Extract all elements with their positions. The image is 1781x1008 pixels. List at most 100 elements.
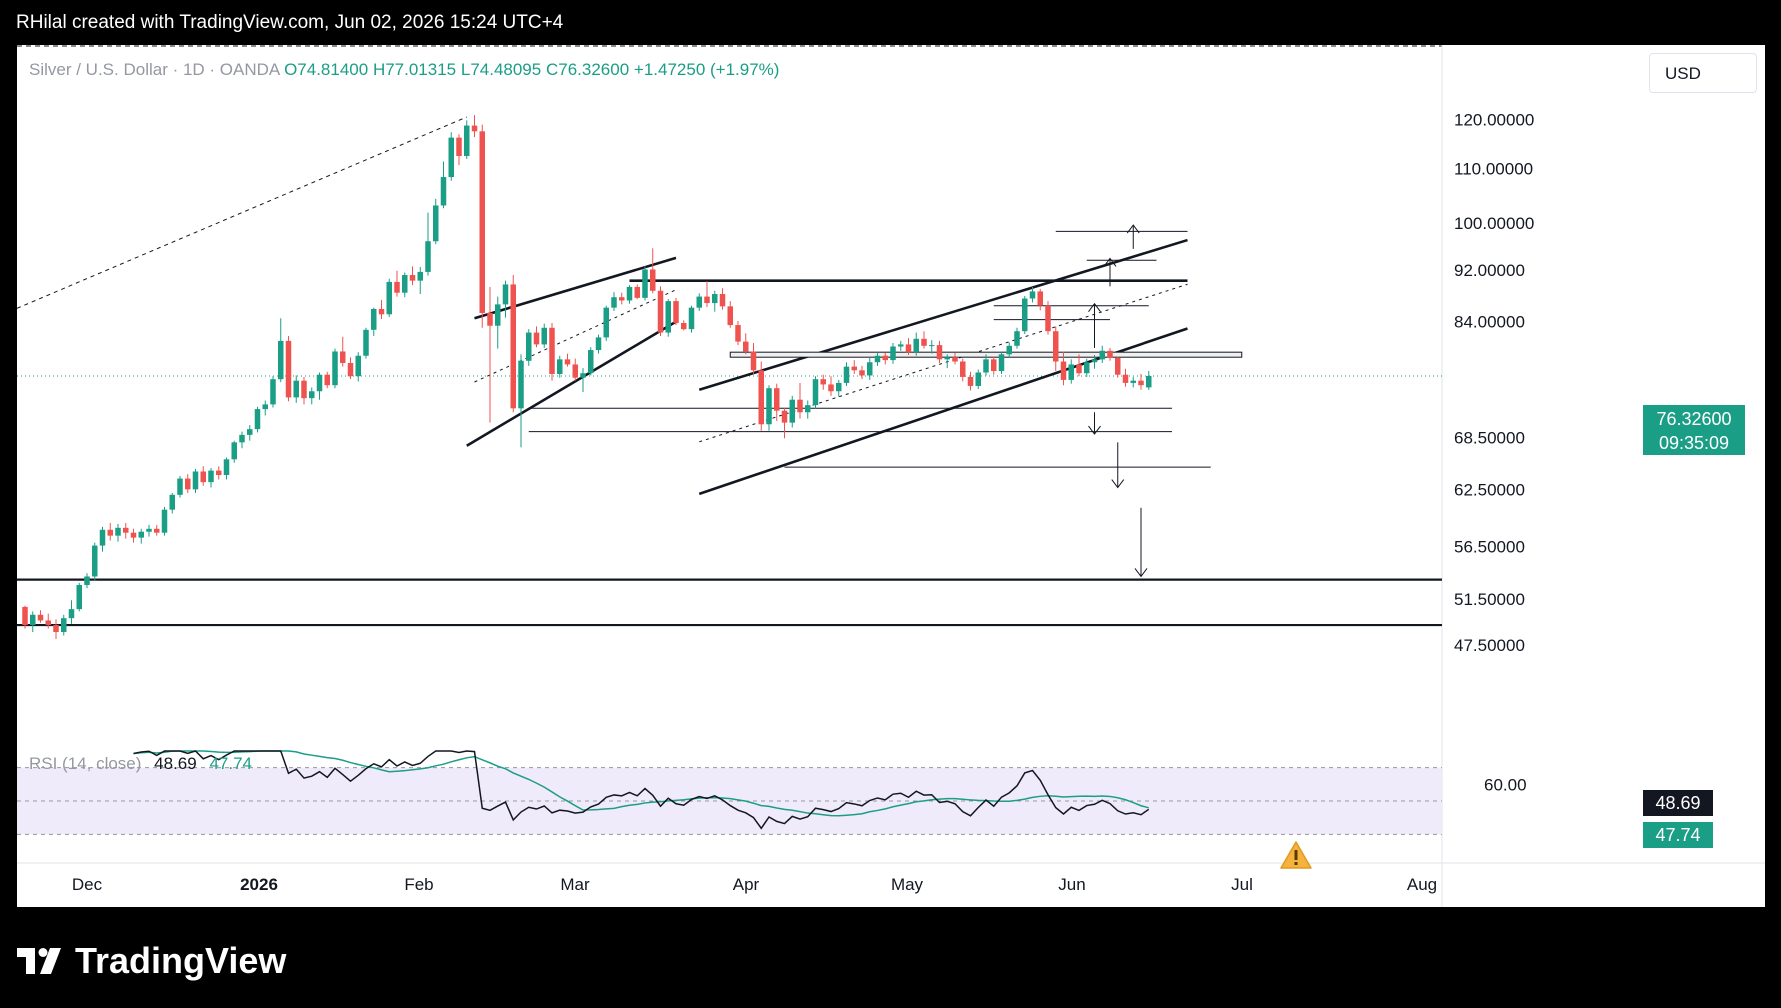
candle-body [843, 366, 850, 383]
candle [247, 425, 253, 441]
candle [1138, 373, 1144, 390]
candle [487, 286, 493, 423]
candle-body [681, 323, 687, 330]
candle-body [30, 614, 36, 626]
candle [185, 474, 191, 493]
candle [836, 379, 842, 397]
candle-body [231, 442, 237, 460]
candle [456, 134, 462, 166]
rsi-axis-label: 60.00 [1484, 775, 1527, 794]
up-arrow-2 [1103, 257, 1117, 287]
candle [526, 329, 532, 366]
candle-body [448, 137, 454, 178]
candle-body [123, 527, 129, 533]
candle-body [278, 340, 284, 380]
candle [805, 400, 811, 419]
candle [479, 124, 485, 328]
candle-body [991, 359, 997, 372]
candle [781, 407, 788, 439]
candle [146, 524, 152, 537]
candle [192, 468, 199, 493]
candle-body [541, 327, 547, 345]
chart-panel[interactable]: 120.00000 110.00000 100.00000 92.00000 84.00… [17, 45, 1765, 907]
candle-body [533, 332, 540, 345]
candle-body [146, 528, 152, 532]
candle [216, 466, 222, 480]
candle [882, 352, 888, 365]
candle-body [138, 531, 144, 538]
candle [301, 376, 307, 405]
legend-open: O74.81400 [284, 60, 369, 79]
candle-body [262, 404, 268, 410]
price-axis-label: 56.50000 [1454, 538, 1525, 557]
candle-body [758, 370, 764, 425]
arrow-head [1134, 568, 1148, 578]
candle [495, 296, 501, 349]
legend-close: C76.32600 [545, 60, 630, 79]
candle-body [1053, 331, 1059, 362]
candle [743, 333, 749, 355]
candle [440, 161, 447, 209]
candle [557, 355, 563, 378]
warning-icon[interactable] [1279, 840, 1313, 870]
rsi-label[interactable]: RSI (14, close) [29, 754, 142, 773]
candle [719, 288, 726, 310]
candle-body [712, 293, 718, 304]
candle [409, 266, 416, 286]
down-arrow-2 [1111, 442, 1125, 489]
candle [828, 376, 834, 396]
candle-body [456, 137, 462, 156]
candle [239, 431, 245, 449]
candle-body [580, 373, 586, 378]
chart-canvas[interactable]: 120.00000 110.00000 100.00000 92.00000 84.00… [17, 45, 1765, 907]
candle-body [1130, 380, 1136, 383]
candle-body [1060, 361, 1067, 380]
candle-body [781, 410, 788, 423]
candle [309, 387, 315, 405]
candle [285, 336, 292, 402]
currency-button[interactable]: USD [1649, 53, 1757, 93]
tradingview-logo[interactable]: TradingView [17, 940, 286, 982]
candle [433, 198, 439, 245]
candle [1022, 295, 1028, 334]
candle-body [417, 271, 423, 281]
candle-body [1146, 375, 1152, 388]
channel-upper [474, 256, 677, 320]
candle-body [874, 355, 881, 363]
candle [518, 354, 524, 448]
candle-body [425, 241, 431, 272]
candle-body [898, 344, 904, 347]
candle-body [634, 286, 640, 298]
candle [99, 526, 106, 552]
candle [789, 395, 795, 428]
price-axis-label: 68.50000 [1454, 428, 1525, 447]
candle-body [254, 409, 261, 430]
candle-body [402, 275, 408, 293]
candle [874, 352, 881, 366]
candle [363, 327, 369, 359]
candle-body [719, 293, 726, 307]
rsi-value: 48.69 [154, 754, 197, 773]
candle-body [169, 494, 175, 510]
candle-body [882, 355, 888, 361]
candle-body [324, 374, 330, 386]
candle-body [851, 366, 857, 371]
candle [657, 286, 664, 337]
candle [952, 352, 958, 365]
candle [386, 278, 392, 317]
candle-body [1068, 364, 1074, 380]
candle-body [836, 382, 842, 392]
candle [983, 354, 989, 376]
candle-body [216, 470, 222, 476]
symbol-name[interactable]: Silver / U.S. Dollar · 1D · OANDA [29, 60, 280, 79]
candle-body [502, 284, 509, 305]
brand-name: TradingView [75, 940, 287, 981]
candle [735, 320, 741, 346]
candle-body [921, 338, 927, 346]
candle [681, 320, 687, 331]
rsi-ma-tag: 47.74 [1643, 822, 1713, 848]
candle-body [735, 325, 741, 342]
candle [665, 299, 671, 337]
candle-body [657, 290, 664, 333]
arrow-head [1111, 479, 1125, 489]
